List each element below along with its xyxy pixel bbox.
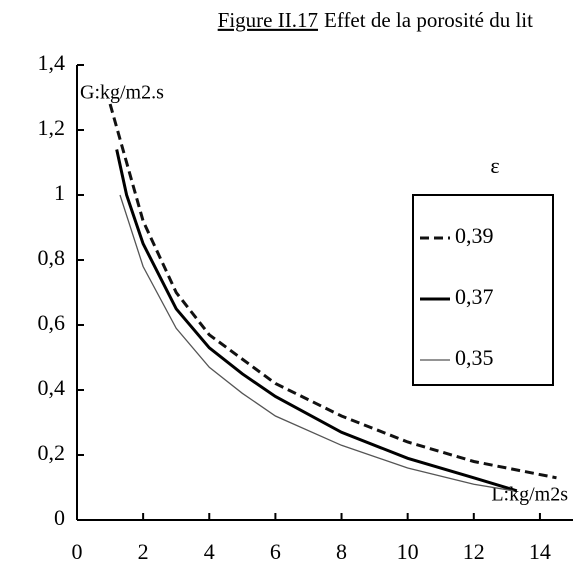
- x-tick-label: 4: [204, 539, 215, 564]
- legend-box: [412, 194, 554, 386]
- legend-label: 0,39: [455, 223, 494, 248]
- y-tick-label: 0,8: [38, 245, 66, 270]
- y-axis-label: G:kg/m2.s: [80, 82, 164, 104]
- y-tick-label: 1,4: [38, 50, 66, 75]
- legend-title: ε: [490, 153, 499, 178]
- x-tick-label: 0: [72, 539, 83, 564]
- y-tick-label: 1: [54, 180, 65, 205]
- x-tick-label: 10: [397, 539, 419, 564]
- y-tick-label: 0,4: [38, 375, 66, 400]
- series-line: [115, 149, 518, 493]
- x-tick-label: 2: [138, 539, 149, 564]
- y-tick-label: 0: [54, 505, 65, 530]
- figure-label: Figure II.17: [218, 8, 318, 32]
- legend-label: 0,37: [455, 284, 494, 309]
- legend-label: 0,35: [455, 345, 494, 370]
- series-line: [119, 194, 514, 492]
- x-tick-label: 8: [336, 539, 347, 564]
- x-tick-label: 14: [529, 539, 551, 564]
- y-tick-label: 0,6: [38, 310, 66, 335]
- series-line: [108, 103, 557, 480]
- y-tick-label: 0,2: [38, 440, 66, 465]
- x-tick-label: 6: [270, 539, 281, 564]
- chart-title: Effet de la porosité du lit: [324, 8, 533, 32]
- y-tick-label: 1,2: [38, 115, 66, 140]
- x-tick-label: 12: [463, 539, 485, 564]
